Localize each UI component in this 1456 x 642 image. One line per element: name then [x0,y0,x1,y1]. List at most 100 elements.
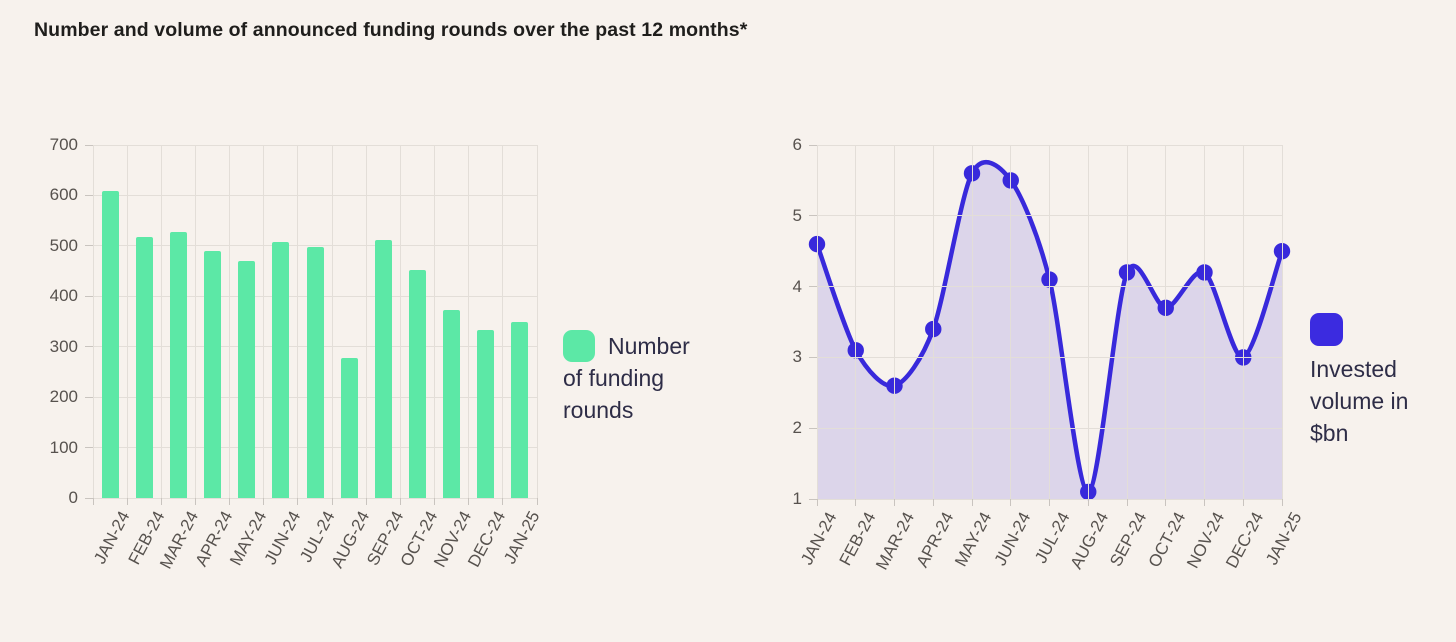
gridline-h [93,245,537,247]
y-axis-label: 300 [49,336,78,356]
y-axis-label: 200 [49,387,78,407]
gridline-v [399,145,401,498]
gridline-v [434,145,436,498]
y-tick [85,144,93,146]
gridline-v [194,145,196,498]
x-tick [399,498,401,505]
x-tick [1010,499,1012,506]
bar-nov-24 [443,310,461,498]
gridline-h [93,497,537,499]
x-tick [536,498,538,505]
bar-feb-24 [135,236,153,498]
x-axis-label: JAN-25 [1262,509,1306,568]
gridline-v [855,145,857,499]
y-axis-label: 0 [68,488,78,507]
x-tick [971,499,973,506]
y-axis-label: 5 [792,205,802,225]
y-tick [809,286,817,288]
bar-legend-swatch-icon [563,330,595,362]
line-legend-label-line: Invested [1310,356,1397,382]
gridline-v [468,145,470,498]
page-title: Number and volume of announced funding r… [34,19,748,41]
y-axis-label: 700 [49,135,78,154]
bar-legend-label-line: rounds [563,397,634,423]
x-tick [816,499,818,506]
bar-oct-24 [408,270,426,498]
bar-may-24 [238,260,256,498]
bar-aug-24 [340,358,358,498]
bar-legend-label-line: of funding [563,365,665,391]
bar-jul-24 [306,247,324,498]
gridline-v [1165,145,1167,499]
x-tick [1242,499,1244,506]
line-legend-label-line: $bn [1310,420,1349,446]
x-tick [1087,499,1089,506]
x-axis-label: APR-24 [912,509,958,571]
y-tick [809,498,817,500]
x-tick [331,498,333,505]
bar-dec-24 [477,330,495,498]
y-tick [809,356,817,358]
x-tick [365,498,367,505]
gridline-v [1049,145,1050,499]
y-axis-label: 4 [792,276,802,296]
gridline-h [93,144,537,146]
bar-legend-label-line: Number [608,333,690,359]
x-tick [194,498,196,505]
x-tick [160,498,162,505]
x-tick [126,498,128,505]
gridline-v [1281,145,1283,499]
line-chart-legend: Invested volume in $bn [1310,313,1456,449]
gridline-v [894,145,895,499]
bar-apr-24 [204,250,222,498]
gridline-v [1126,145,1128,499]
y-axis-label: 100 [49,437,78,457]
x-tick [468,498,470,505]
x-tick [502,498,504,505]
x-tick [263,498,265,505]
y-tick [809,215,817,217]
y-axis-label: 600 [49,185,78,205]
gridline-v [1242,145,1244,499]
y-axis-label: 400 [49,286,78,306]
x-tick [894,499,895,506]
y-tick [85,447,93,449]
y-tick [809,427,817,429]
gridline-v [1010,145,1012,499]
x-tick [229,498,231,505]
y-axis-label: 2 [792,418,802,438]
y-tick [85,194,93,196]
x-tick [855,499,857,506]
gridline-v [331,145,333,498]
gridline-v [971,145,973,499]
x-tick [1049,499,1050,506]
gridline-v [263,145,265,498]
x-tick [932,499,934,506]
y-axis-label: 500 [49,235,78,255]
y-tick [809,144,817,146]
gridline-v [365,145,367,498]
y-tick [85,245,93,247]
y-tick [85,295,93,297]
x-tick [1126,499,1128,506]
bar-jun-24 [272,242,290,498]
x-tick [1281,499,1283,506]
bar-jan-24 [101,191,119,498]
gridline-v [502,145,504,498]
gridline-v [297,145,299,498]
gridline-v [126,145,128,498]
line-legend-swatch-icon [1310,313,1343,346]
x-axis-label: JUL-24 [1030,509,1074,567]
y-tick [85,396,93,398]
x-tick [1204,499,1205,506]
y-axis-label: 6 [792,135,802,154]
y-axis-label: 3 [792,347,802,367]
gridline-v [92,145,94,498]
gridline-v [1204,145,1205,499]
y-tick [85,346,93,348]
x-tick [92,498,94,505]
bar-sep-24 [374,239,392,498]
x-tick [434,498,436,505]
x-tick [1165,499,1167,506]
